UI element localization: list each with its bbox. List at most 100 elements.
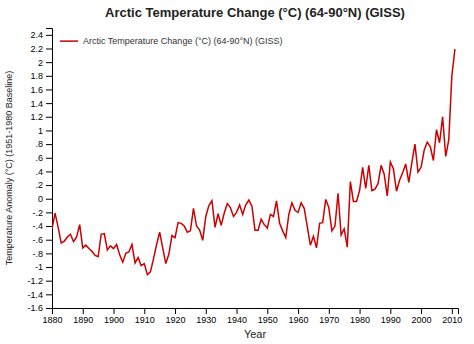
tick-label: 2.2 bbox=[30, 44, 43, 54]
tick-label: 1970 bbox=[319, 315, 339, 325]
tick: 2000 bbox=[412, 308, 432, 325]
tick: 1990 bbox=[381, 308, 401, 325]
tick: 1.4 bbox=[30, 99, 52, 109]
tick-label: 1960 bbox=[289, 315, 309, 325]
tick-label: 1.4 bbox=[30, 99, 43, 109]
tick: -.4 bbox=[32, 221, 52, 231]
tick-label: .6 bbox=[35, 153, 43, 163]
tick: 0 bbox=[38, 194, 52, 204]
tick-label: -1 bbox=[35, 262, 43, 272]
tick-label: -1.2 bbox=[27, 276, 43, 286]
legend-item: Arctic Temperature Change (°C) (64-90°N)… bbox=[60, 36, 283, 46]
tick-mark bbox=[46, 212, 52, 213]
tick-mark bbox=[46, 158, 52, 159]
tick-mark bbox=[83, 308, 84, 314]
tick: 1980 bbox=[350, 308, 370, 325]
tick: -1.6 bbox=[27, 303, 52, 313]
tick-mark bbox=[329, 308, 330, 314]
tick-mark bbox=[46, 117, 52, 118]
tick-mark bbox=[421, 308, 422, 314]
tick: -.2 bbox=[32, 208, 52, 218]
x-axis: 1880189019001910192019301940195019601970… bbox=[42, 308, 462, 325]
tick-label: 1.6 bbox=[30, 85, 43, 95]
tick-mark bbox=[46, 171, 52, 172]
tick: 1.2 bbox=[30, 112, 52, 122]
tick-mark bbox=[46, 185, 52, 186]
legend-swatch bbox=[60, 40, 78, 42]
tick: -.8 bbox=[32, 249, 52, 259]
tick: 1 bbox=[38, 126, 52, 136]
tick: 1960 bbox=[289, 308, 309, 325]
tick-mark bbox=[175, 308, 176, 314]
tick-mark bbox=[46, 226, 52, 227]
tick: 1930 bbox=[196, 308, 216, 325]
tick-mark bbox=[46, 62, 52, 63]
axis-line bbox=[53, 309, 459, 315]
tick: 1.8 bbox=[30, 71, 52, 81]
tick-mark bbox=[46, 144, 52, 145]
tick-label: .4 bbox=[35, 167, 43, 177]
tick-label: -.2 bbox=[32, 208, 43, 218]
tick-mark bbox=[360, 308, 361, 314]
tick-label: -1.4 bbox=[27, 290, 43, 300]
tick: 1890 bbox=[73, 308, 93, 325]
tick: 1970 bbox=[319, 308, 339, 325]
tick-mark bbox=[46, 294, 52, 295]
tick-mark bbox=[114, 308, 115, 314]
legend: Arctic Temperature Change (°C) (64-90°N)… bbox=[60, 36, 283, 46]
axis-line bbox=[46, 29, 53, 309]
tick: -.6 bbox=[32, 235, 52, 245]
tick: .8 bbox=[35, 139, 52, 149]
tick: .6 bbox=[35, 153, 52, 163]
tick-label: -.8 bbox=[32, 249, 43, 259]
tick: 2010 bbox=[442, 308, 462, 325]
tick-mark bbox=[46, 240, 52, 241]
tick-mark bbox=[46, 35, 52, 36]
tick-label: 1930 bbox=[196, 315, 216, 325]
tick-label: 1.8 bbox=[30, 71, 43, 81]
tick-label: 1920 bbox=[166, 315, 186, 325]
legend-label: Arctic Temperature Change (°C) (64-90°N)… bbox=[83, 36, 283, 46]
tick: -1 bbox=[35, 262, 52, 272]
tick: 1920 bbox=[166, 308, 186, 325]
tick-mark bbox=[144, 308, 145, 314]
x-axis-title: Year bbox=[244, 328, 267, 340]
tick-mark bbox=[298, 308, 299, 314]
tick-mark bbox=[46, 253, 52, 254]
tick-label: -.6 bbox=[32, 235, 43, 245]
tick-label: 1980 bbox=[350, 315, 370, 325]
tick-mark bbox=[46, 199, 52, 200]
tick: -1.2 bbox=[27, 276, 52, 286]
tick-label: 1880 bbox=[42, 315, 62, 325]
tick: 1.6 bbox=[30, 85, 52, 95]
y-axis: -1.6 -1.4 -1.2 -1 -.8 -.6 -.4 -.2 0 .2 .4 .6 .8 1 1.2 1… bbox=[27, 29, 52, 314]
tick: .2 bbox=[35, 180, 52, 190]
tick: 1900 bbox=[104, 308, 124, 325]
tick-mark bbox=[237, 308, 238, 314]
chart: 1880189019001910192019301940195019601970… bbox=[0, 0, 474, 344]
tick-label: 1940 bbox=[227, 315, 247, 325]
tick: 1880 bbox=[42, 308, 62, 325]
tick-mark bbox=[46, 89, 52, 90]
plot: 1880189019001910192019301940195019601970… bbox=[27, 29, 462, 326]
tick-label: -.4 bbox=[32, 221, 43, 231]
tick: 1950 bbox=[258, 308, 278, 325]
tick-label: 2010 bbox=[442, 315, 462, 325]
tick: .4 bbox=[35, 167, 52, 177]
marks bbox=[52, 49, 455, 274]
tick-label: .8 bbox=[35, 139, 43, 149]
y-axis-title: Temperature Anomaly (°C) (1951-1980 Base… bbox=[4, 71, 14, 266]
tick-mark bbox=[46, 281, 52, 282]
tick-label: .2 bbox=[35, 180, 43, 190]
line bbox=[52, 49, 455, 274]
tick-label: 2000 bbox=[412, 315, 432, 325]
tick-mark bbox=[46, 308, 52, 309]
tick-label: 2 bbox=[38, 58, 43, 68]
tick-mark bbox=[452, 308, 453, 314]
tick-mark bbox=[390, 308, 391, 314]
tick-label: 1 bbox=[38, 126, 43, 136]
tick-label: 1990 bbox=[381, 315, 401, 325]
tick: 1940 bbox=[227, 308, 247, 325]
tick-mark bbox=[267, 308, 268, 314]
tick: -1.4 bbox=[27, 290, 52, 300]
